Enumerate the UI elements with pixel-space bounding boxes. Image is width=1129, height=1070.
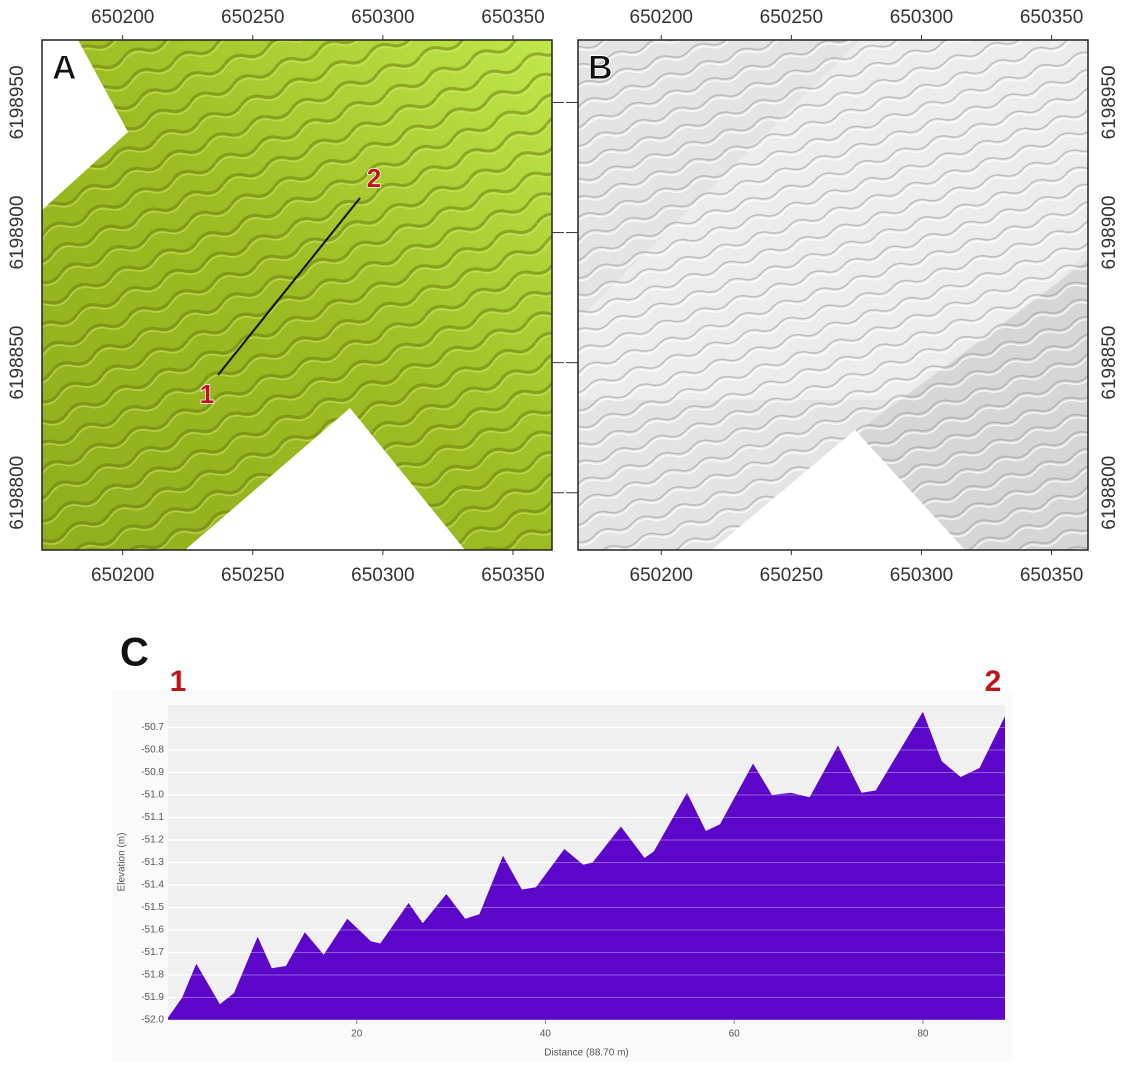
y-tick-label: 6198800 bbox=[7, 456, 28, 530]
panel-label: C bbox=[120, 631, 149, 675]
y-tick-label: 6198850 bbox=[1099, 326, 1120, 400]
x-tick-label: 60 bbox=[729, 1029, 741, 1040]
y-tick-label: -50.8 bbox=[141, 745, 164, 756]
end-label: 2 bbox=[985, 665, 1002, 698]
map-b-image bbox=[578, 40, 1088, 550]
x-tick-label: 40 bbox=[540, 1029, 552, 1040]
x-tick-label: 650250 bbox=[760, 565, 823, 586]
y-tick-label: 6198800 bbox=[1099, 456, 1120, 530]
y-axis-label: Elevation (m) bbox=[117, 833, 128, 892]
y-tick-label: -51.6 bbox=[141, 925, 164, 936]
map-a-image bbox=[42, 40, 552, 550]
y-tick-label: 6198850 bbox=[7, 326, 28, 400]
x-tick-label: 650250 bbox=[760, 7, 823, 28]
y-tick-label: -50.9 bbox=[141, 767, 164, 778]
x-tick-label: 650300 bbox=[351, 7, 414, 28]
x-tick-label: 650300 bbox=[890, 565, 953, 586]
x-tick-label: 650350 bbox=[1020, 7, 1083, 28]
y-tick-label: 6198950 bbox=[1099, 65, 1120, 139]
y-tick-label: 6198900 bbox=[1099, 196, 1120, 270]
panel-label: B bbox=[588, 49, 613, 87]
y-tick-label: -51.7 bbox=[141, 947, 164, 958]
y-tick-label: -51.8 bbox=[141, 970, 164, 981]
y-tick-label: -51.1 bbox=[141, 812, 164, 823]
y-tick-label: -51.4 bbox=[141, 880, 164, 891]
y-tick-label: -50.7 bbox=[141, 722, 164, 733]
x-tick-label: 650200 bbox=[91, 565, 154, 586]
y-tick-label: -51.3 bbox=[141, 857, 164, 868]
y-tick-label: -51.2 bbox=[141, 835, 164, 846]
start-label: 1 bbox=[170, 665, 187, 698]
x-tick-label: 650350 bbox=[481, 7, 544, 28]
x-tick-label: 650200 bbox=[91, 7, 154, 28]
y-tick-label: -51.9 bbox=[141, 992, 164, 1003]
x-tick-label: 650350 bbox=[1020, 565, 1083, 586]
x-tick-label: 650300 bbox=[351, 565, 414, 586]
x-tick-label: 650300 bbox=[890, 7, 953, 28]
x-tick-label: 650250 bbox=[221, 7, 284, 28]
x-axis-label: Distance (88.70 m) bbox=[544, 1048, 628, 1059]
y-tick-label: 6198950 bbox=[7, 65, 28, 139]
y-tick-label: -51.5 bbox=[141, 902, 164, 913]
figure: 650200 650200 650250 650250 650300 650300 6503… bbox=[0, 0, 1129, 1065]
x-tick-label: 650200 bbox=[630, 565, 693, 586]
x-tick-label: 650350 bbox=[481, 565, 544, 586]
x-tick-label: 80 bbox=[917, 1029, 929, 1040]
x-tick-label: 20 bbox=[351, 1029, 363, 1040]
point-label: 2 bbox=[367, 163, 381, 193]
point-label: 1 bbox=[200, 379, 214, 409]
x-tick-label: 650200 bbox=[630, 7, 693, 28]
y-tick-label: -51.0 bbox=[141, 790, 164, 801]
y-tick-label: -52.0 bbox=[141, 1015, 164, 1026]
x-tick-label: 650250 bbox=[221, 565, 284, 586]
panel-label: A bbox=[52, 49, 77, 87]
y-tick-label: 6198900 bbox=[7, 196, 28, 270]
